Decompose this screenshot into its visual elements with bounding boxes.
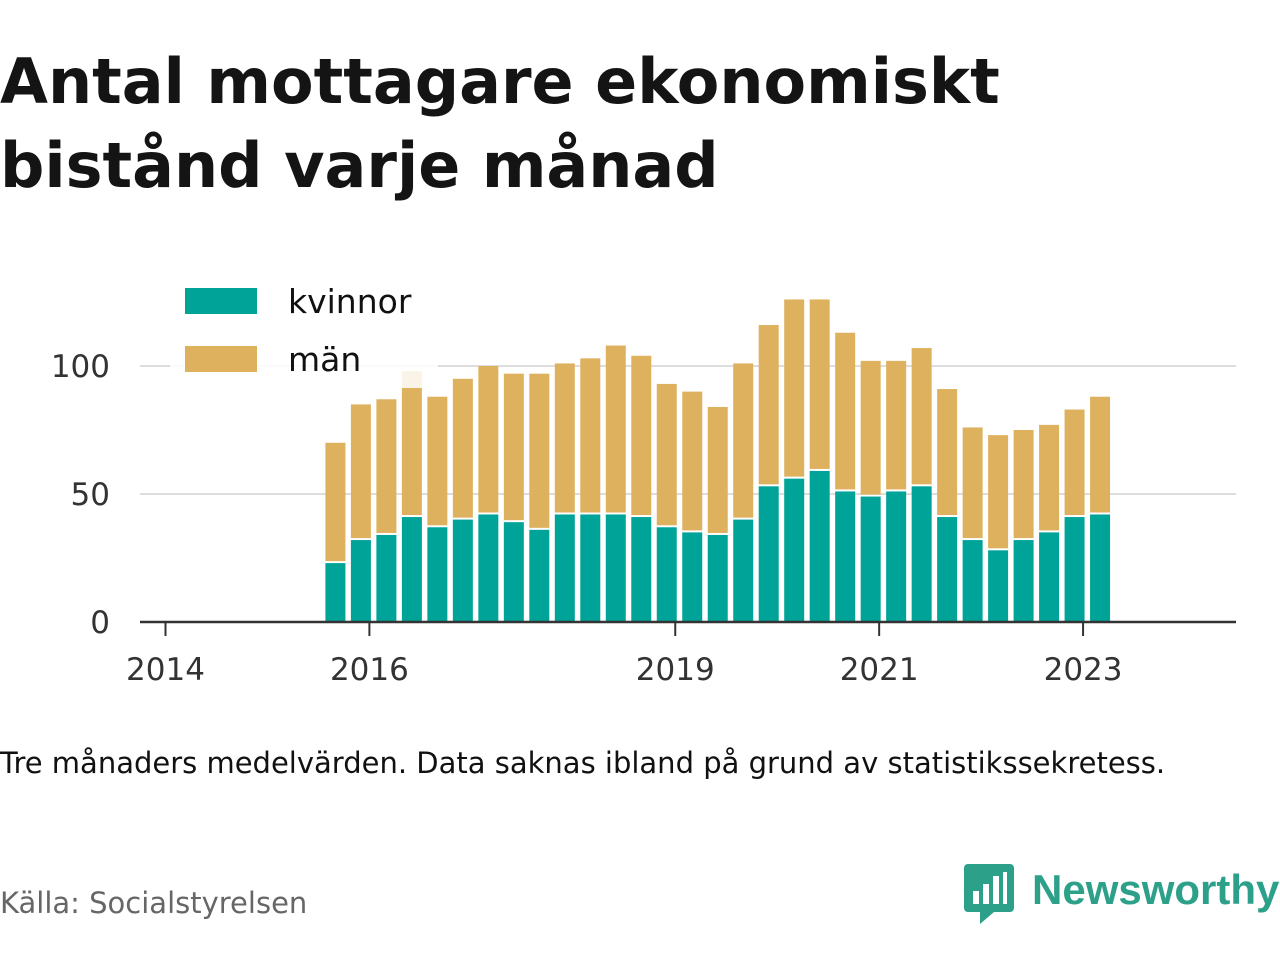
bar-man [988, 435, 1009, 549]
bar-kvinnor [1090, 514, 1111, 622]
bar-kvinnor [860, 496, 881, 622]
y-tick-label: 100 [51, 349, 110, 385]
bar-kvinnor [503, 522, 524, 622]
bar-kvinnor [1013, 540, 1034, 622]
bar-kvinnor [911, 486, 932, 622]
bar-man [325, 442, 346, 562]
bar-kvinnor [835, 491, 856, 622]
bar-kvinnor [376, 534, 397, 622]
bar-man [656, 383, 677, 526]
bar-man [1039, 424, 1060, 531]
bar-kvinnor [707, 534, 728, 622]
x-tick-label: 2016 [330, 652, 409, 688]
bar-man [758, 325, 779, 485]
bar-kvinnor [733, 519, 754, 622]
bar-man [503, 373, 524, 521]
bar-kvinnor [937, 517, 958, 622]
bar-kvinnor [784, 478, 805, 622]
bar-man [682, 391, 703, 531]
bar-man [1064, 409, 1085, 516]
bar-man [478, 366, 499, 513]
x-axis: 2014 2016 2019 2021 2023 [126, 620, 1236, 688]
legend-swatch [185, 288, 257, 314]
bar-kvinnor [401, 517, 422, 622]
bar-man [605, 345, 626, 513]
brand: Newsworthy [964, 862, 1280, 924]
bar-kvinnor [962, 540, 983, 622]
bar-man [427, 396, 448, 526]
bar-man [452, 378, 473, 518]
bar-kvinnor [1064, 517, 1085, 622]
bar-kvinnor [988, 550, 1009, 622]
bar-kvinnor [886, 491, 907, 622]
bar-kvinnor [1039, 532, 1060, 622]
legend-label: kvinnor [288, 282, 412, 321]
bar-kvinnor [452, 519, 473, 622]
bar-man [580, 358, 601, 513]
y-tick-label: 0 [90, 605, 110, 641]
x-tick-label: 2019 [636, 652, 715, 688]
y-tick-label: 50 [71, 477, 110, 513]
bar-man [962, 427, 983, 539]
y-axis: 0 50 100 [51, 349, 110, 641]
legend: kvinnor män [170, 270, 438, 388]
bar-kvinnor [758, 486, 779, 622]
bar-man [376, 399, 397, 533]
bar-man [707, 406, 728, 533]
bar-man [937, 389, 958, 516]
brand-name: Newsworthy [1032, 866, 1280, 913]
chart-note: Tre månaders medelvärden. Data saknas ib… [0, 746, 1166, 780]
bar-man [1013, 430, 1034, 539]
chart-title: Antal mottagare ekonomiskt bistånd varje… [0, 45, 1000, 202]
bar-man [809, 299, 830, 469]
bar-man [529, 373, 550, 528]
bar-man [1090, 396, 1111, 513]
bar-kvinnor [529, 529, 550, 622]
bar-kvinnor [631, 517, 652, 622]
bar-man [860, 360, 881, 495]
bar-man [784, 299, 805, 477]
bar-man [631, 355, 652, 516]
bar-kvinnor [656, 527, 677, 622]
x-tick-label: 2014 [126, 652, 205, 688]
source-credit: Källa: Socialstyrelsen [0, 886, 308, 920]
bars [325, 299, 1111, 622]
bar-kvinnor [682, 532, 703, 622]
x-tick-label: 2021 [840, 652, 919, 688]
bar-man [911, 348, 932, 485]
bar-kvinnor [325, 563, 346, 622]
bar-man [350, 404, 371, 539]
bar-kvinnor [427, 527, 448, 622]
x-tick-label: 2023 [1044, 652, 1123, 688]
bar-man [835, 332, 856, 490]
bar-man [886, 360, 907, 490]
bar-kvinnor [809, 470, 830, 622]
bar-man [401, 371, 422, 516]
chart: 2014 2016 2019 2021 2023 0 50 100 kvinnor män [51, 270, 1236, 688]
legend-swatch [185, 346, 257, 372]
bar-kvinnor [350, 540, 371, 622]
bar-kvinnor [580, 514, 601, 622]
bar-kvinnor [605, 514, 626, 622]
bar-man [733, 363, 754, 518]
legend-label: män [288, 340, 361, 379]
bar-man [554, 363, 575, 513]
bar-kvinnor [554, 514, 575, 622]
bar-kvinnor [478, 514, 499, 622]
bar-chart-speech-bubble-icon [964, 864, 1014, 924]
